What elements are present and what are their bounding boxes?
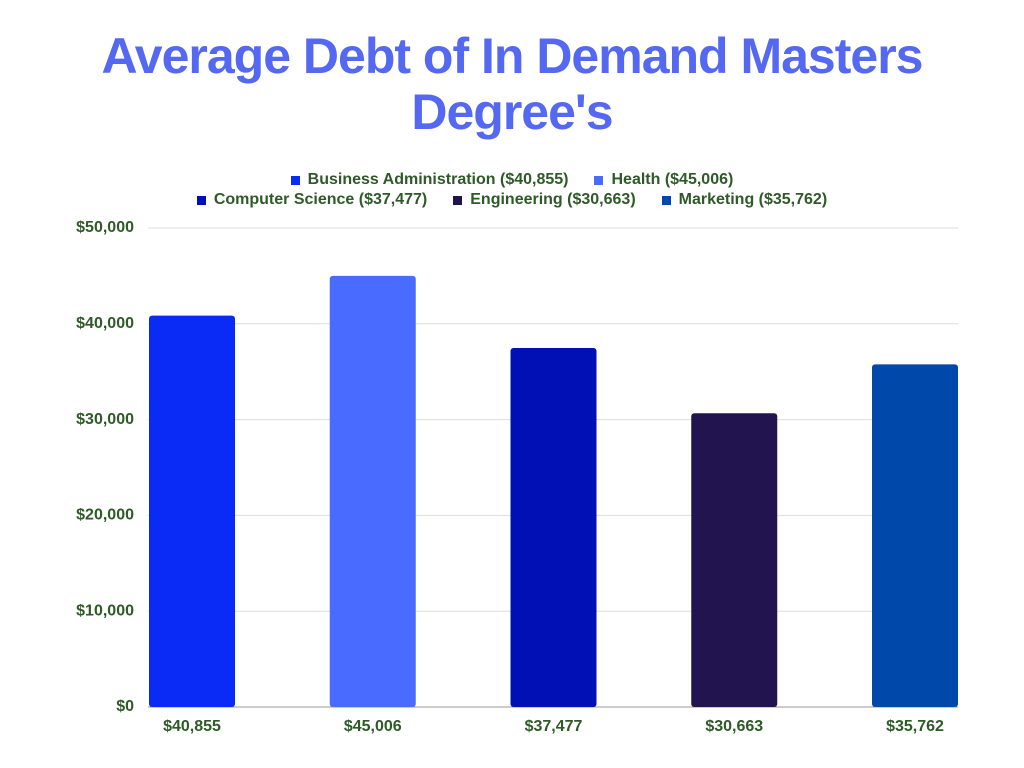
y-tick-label: $40,000 (76, 315, 134, 332)
x-tick-label: $37,477 (525, 718, 583, 735)
y-tick-label: $10,000 (76, 602, 134, 619)
legend-item: Engineering ($30,663) (453, 190, 636, 210)
legend-item: Marketing ($35,762) (661, 190, 828, 210)
legend-item: Health ($45,006) (594, 170, 733, 190)
x-tick-label: $35,762 (886, 718, 944, 735)
legend-item: Computer Science ($37,477) (196, 190, 428, 210)
legend: Business Administration ($40,855) Health … (0, 170, 1024, 210)
y-tick-label: $30,000 (76, 411, 134, 428)
legend-row: Business Administration ($40,855) Health … (0, 170, 1024, 190)
legend-swatch (661, 195, 671, 205)
legend-label: Business Administration ($40,855) (307, 171, 569, 188)
x-tick-label: $40,855 (163, 718, 221, 735)
chart-title: Average Debt of In Demand Masters Degree… (101, 28, 924, 140)
legend-label: Health ($45,006) (611, 171, 734, 188)
legend-label: Marketing ($35,762) (678, 191, 828, 208)
legend-label: Computer Science ($37,477) (213, 191, 428, 208)
legend-label: Engineering ($30,663) (470, 191, 636, 208)
x-tick-label: $45,006 (344, 718, 402, 735)
legend-swatch (594, 175, 604, 185)
legend-item: Business Administration ($40,855) (290, 170, 569, 190)
bar (149, 315, 235, 707)
x-tick-label: $30,663 (705, 718, 763, 735)
y-tick-label: $50,000 (76, 219, 134, 236)
legend-row: Computer Science ($37,477) Engineering ($… (0, 190, 1024, 210)
y-tick-label: $0 (116, 698, 134, 715)
legend-swatch (196, 195, 206, 205)
bar (691, 413, 778, 707)
bar (872, 364, 958, 707)
bar (510, 347, 597, 707)
legend-swatch (290, 175, 300, 185)
bar (329, 275, 416, 707)
y-tick-label: $20,000 (76, 507, 134, 524)
legend-swatch (453, 195, 463, 205)
